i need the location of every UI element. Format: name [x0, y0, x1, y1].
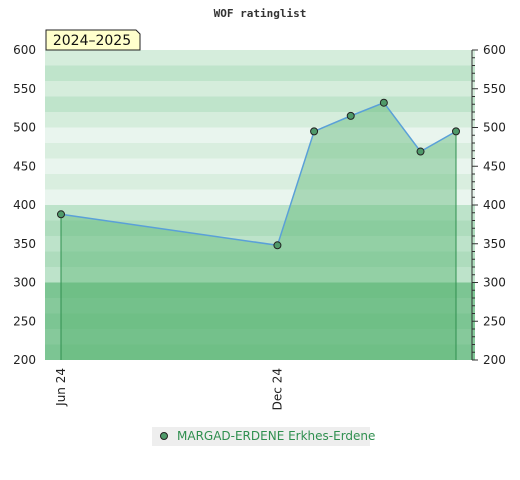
y-tick-label-left: 300 [13, 276, 36, 290]
data-point [416, 147, 425, 156]
background-band [45, 344, 475, 360]
background-band [45, 112, 475, 128]
background-band [45, 158, 475, 174]
background-band [45, 298, 475, 314]
background-band [45, 267, 475, 283]
background-band [45, 174, 475, 190]
background-band [45, 127, 475, 143]
background-band [45, 205, 475, 221]
y-tick-label-left: 400 [13, 198, 36, 212]
legend-series-name: MARGAD-ERDENE Erkhes-Erdene [177, 429, 375, 443]
x-axis: Jun 24 Dec 24 [54, 368, 284, 410]
season-label: 2024–2025 [53, 33, 131, 49]
season-badge-box [45, 29, 141, 51]
y-tick-label-right: 200 [483, 353, 506, 367]
legend: MARGAD-ERDENE Erkhes-Erdene [152, 427, 375, 446]
background-band [45, 96, 475, 112]
legend-marker [160, 432, 168, 440]
y-axis-left: 200 250 300 350 400 450 500 550 600 [13, 43, 36, 367]
legend-box [152, 427, 370, 446]
y-tick-label-left: 450 [13, 159, 36, 173]
data-points [57, 98, 460, 250]
background-band [45, 313, 475, 329]
y-tick-label-right: 550 [483, 82, 506, 96]
y-axis-right: 200 250 300 350 400 450 500 550 600 [471, 43, 506, 367]
background-band [45, 236, 475, 252]
series-area [61, 102, 456, 360]
background-band [45, 143, 475, 159]
y-tick-label-right: 400 [483, 198, 506, 212]
background-band [45, 251, 475, 267]
background-band [45, 220, 475, 236]
background-band [45, 282, 475, 298]
y-tick-label-left: 200 [13, 353, 36, 367]
y-tick-label-left: 600 [13, 43, 36, 57]
background-band [45, 189, 475, 205]
y-tick-label-left: 550 [13, 82, 36, 96]
y-tick-label-left: 250 [13, 314, 36, 328]
background-band [45, 65, 475, 81]
x-tick-label: Dec 24 [270, 368, 284, 410]
y-tick-label-left: 500 [13, 121, 36, 135]
background-band [45, 329, 475, 345]
y-tick-label-right: 450 [483, 159, 506, 173]
y-tick-label-left: 350 [13, 237, 36, 251]
data-point [452, 127, 460, 136]
y-tick-label-right: 600 [483, 43, 506, 57]
data-point [379, 98, 388, 107]
data-point [57, 210, 65, 219]
data-point [346, 111, 355, 120]
chart-title: WOF ratinglist [214, 7, 307, 20]
background-band [45, 50, 475, 66]
y-tick-label-right: 500 [483, 121, 506, 135]
y-tick-label-right: 350 [483, 237, 506, 251]
y-tick-label-right: 300 [483, 276, 506, 290]
background-band [45, 81, 475, 97]
season-badge: 2024–2025 [45, 29, 141, 51]
y-tick-label-right: 250 [483, 314, 506, 328]
data-point [310, 127, 319, 136]
data-point [273, 241, 282, 250]
background-bands [45, 50, 475, 360]
x-tick-label: Jun 24 [54, 368, 68, 407]
